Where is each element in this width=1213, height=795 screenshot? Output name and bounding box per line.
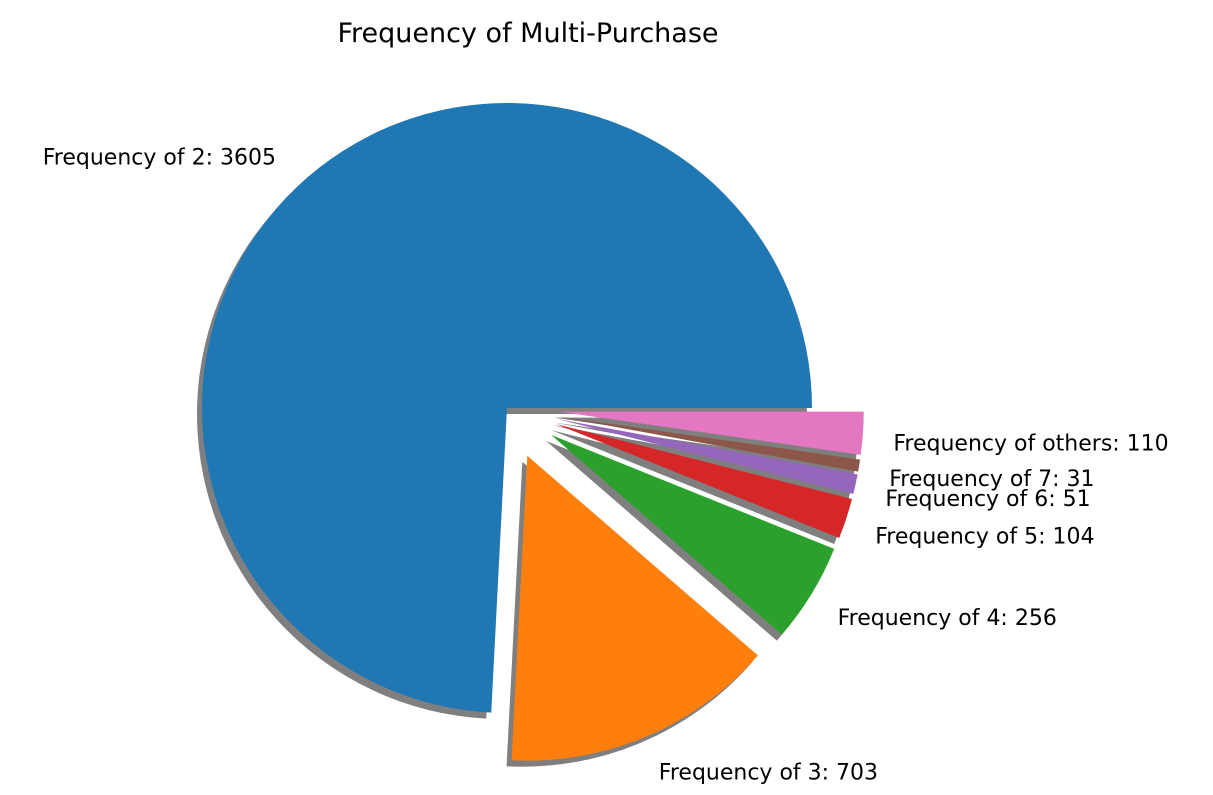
slice-shadow-frequency-of-5-104 xyxy=(551,430,847,544)
slice-label-frequency-of-4-256: Frequency of 4: 256 xyxy=(838,606,1057,631)
pie-slice-frequency-of-6-51 xyxy=(557,419,858,495)
pie-slice-frequency-of-others-110 xyxy=(558,411,864,455)
slice-label-frequency-of-2-3605: Frequency of 2: 3605 xyxy=(43,146,276,171)
pie-slice-frequency-of-2-3605 xyxy=(201,102,813,713)
slice-labels: Frequency of 2: 3605 Frequency of 3: 703 F… xyxy=(43,146,1169,786)
pie-slices xyxy=(201,102,864,761)
chart-title: Frequency of Multi-Purchase xyxy=(337,18,718,49)
slice-label-frequency-of-others-110: Frequency of others: 110 xyxy=(893,432,1168,457)
pie-slice-frequency-of-3-703 xyxy=(511,455,758,761)
slice-label-frequency-of-6-51: Frequency of 6: 51 xyxy=(885,487,1090,512)
slice-label-frequency-of-3-703: Frequency of 3: 703 xyxy=(659,761,878,786)
pie-slice-frequency-of-5-104 xyxy=(556,424,852,538)
slice-label-frequency-of-5-104: Frequency of 5: 104 xyxy=(875,524,1094,549)
slice-label-frequency-of-7-31: Frequency of 7: 31 xyxy=(889,467,1094,492)
pie-slice-frequency-of-7-31 xyxy=(558,416,861,472)
pie-slice-frequency-of-4-256 xyxy=(551,435,835,635)
